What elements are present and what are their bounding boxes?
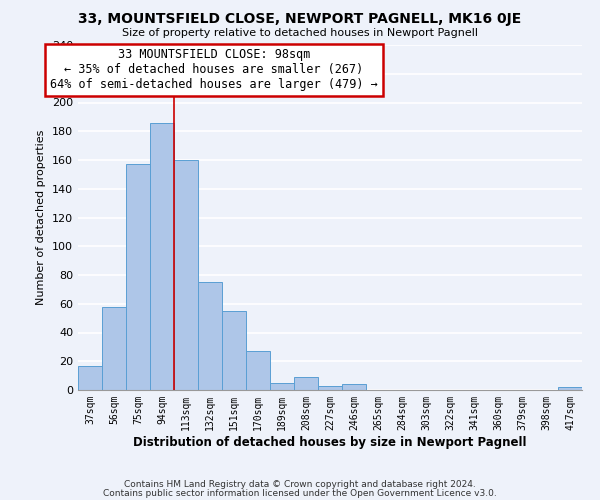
Bar (342, 384, 366, 390)
Bar (126, 164, 150, 390)
Bar (150, 122, 174, 390)
X-axis label: Distribution of detached houses by size in Newport Pagnell: Distribution of detached houses by size … (133, 436, 527, 448)
Text: Size of property relative to detached houses in Newport Pagnell: Size of property relative to detached ho… (122, 28, 478, 38)
Text: Contains public sector information licensed under the Open Government Licence v3: Contains public sector information licen… (103, 489, 497, 498)
Bar (222, 311, 246, 390)
Text: Contains HM Land Registry data © Crown copyright and database right 2024.: Contains HM Land Registry data © Crown c… (124, 480, 476, 489)
Y-axis label: Number of detached properties: Number of detached properties (37, 130, 46, 305)
Bar (558, 387, 582, 390)
Bar (246, 351, 270, 390)
Bar (198, 282, 222, 390)
Bar (78, 366, 102, 390)
Text: 33, MOUNTSFIELD CLOSE, NEWPORT PAGNELL, MK16 0JE: 33, MOUNTSFIELD CLOSE, NEWPORT PAGNELL, … (79, 12, 521, 26)
Bar (318, 386, 342, 390)
Text: 33 MOUNTSFIELD CLOSE: 98sqm
← 35% of detached houses are smaller (267)
64% of se: 33 MOUNTSFIELD CLOSE: 98sqm ← 35% of det… (50, 48, 378, 92)
Bar (102, 306, 126, 390)
Bar (270, 383, 294, 390)
Bar (174, 160, 198, 390)
Bar (294, 377, 318, 390)
